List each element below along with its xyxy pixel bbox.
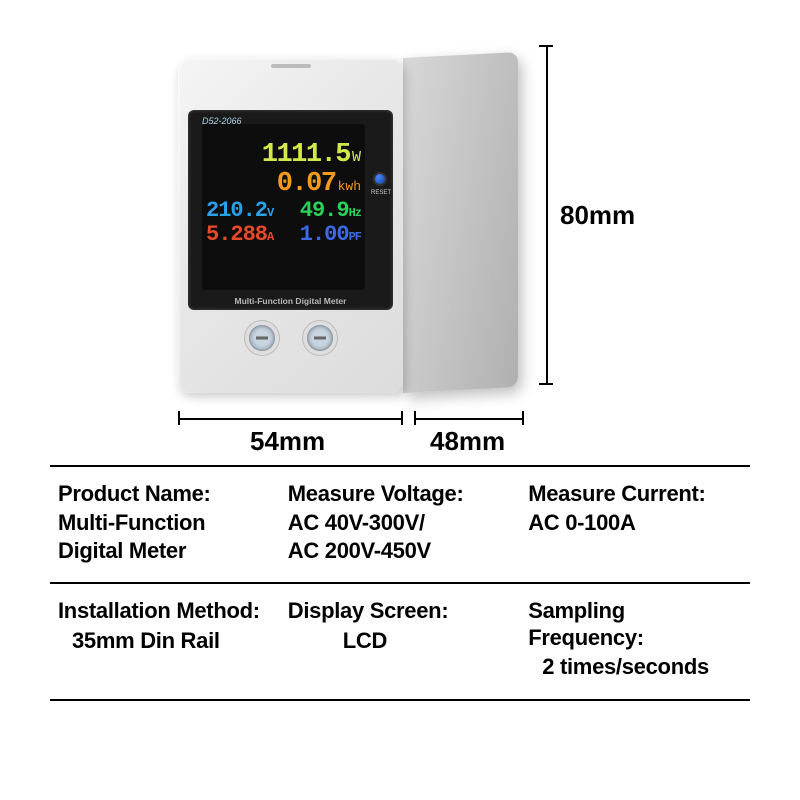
energy-value: 0.07 <box>277 169 336 199</box>
reading-row-4: 5.288A 1.00PF <box>206 224 361 246</box>
reading-power: 1111.5W <box>206 142 361 169</box>
spec-value: Multi-Function Digital Meter <box>58 509 272 564</box>
spec-cell-measure-current: Measure Current: AC 0-100A <box>520 481 750 564</box>
spec-table: Product Name: Multi-Function Digital Met… <box>50 465 750 701</box>
spec-row: Installation Method: 35mm Din Rail Displ… <box>50 582 750 700</box>
terminal-screw <box>249 325 275 351</box>
power-unit: W <box>352 149 361 166</box>
spec-label: Measure Voltage: <box>288 481 512 507</box>
device-side-face <box>403 52 518 393</box>
reading-row-3: 210.2V 49.9Hz <box>206 200 361 222</box>
dim-depth: 48mm <box>430 426 505 457</box>
voltage-value: 210.2 <box>206 198 267 223</box>
spec-label: Product Name: <box>58 481 272 507</box>
reading-energy: 0.07kwh <box>206 171 361 198</box>
spec-value: AC 40V-300V/ AC 200V-450V <box>288 509 512 564</box>
spec-cell-measure-voltage: Measure Voltage: AC 40V-300V/ AC 200V-45… <box>280 481 520 564</box>
dim-tick <box>401 411 403 425</box>
power-value: 1111.5 <box>262 140 350 170</box>
spec-row: Product Name: Multi-Function Digital Met… <box>50 465 750 582</box>
device-body: D52-2066 RESET 1111.5W 0.07kwh 210.2V 49… <box>178 58 403 393</box>
spec-label: Measure Current: <box>528 481 742 507</box>
lcd-screen: 1111.5W 0.07kwh 210.2V 49.9Hz 5.288A 1.0… <box>202 124 365 290</box>
dim-tick <box>539 45 553 47</box>
spec-cell-display: Display Screen: LCD <box>280 598 520 680</box>
spec-cell-sampling: Sampling Frequency: 2 times/seconds <box>520 598 750 680</box>
spec-value: AC 0-100A <box>528 509 742 537</box>
spec-label: Installation Method: <box>58 598 272 624</box>
dim-line-depth <box>414 418 524 420</box>
reset-label: RESET <box>371 190 391 196</box>
pf-unit: PF <box>349 230 361 244</box>
frequency-unit: Hz <box>349 206 361 220</box>
pf-value: 1.00 <box>300 222 349 247</box>
terminal-screw <box>307 325 333 351</box>
spec-label: Sampling Frequency: <box>528 598 742 651</box>
dim-height: 80mm <box>560 200 635 231</box>
mounting-slot <box>271 64 311 68</box>
product-figure: D52-2066 RESET 1111.5W 0.07kwh 210.2V 49… <box>100 30 660 440</box>
dim-tick <box>522 411 524 425</box>
terminal-block <box>178 313 403 363</box>
current-value: 5.288 <box>206 222 267 247</box>
reset-button[interactable] <box>373 172 387 186</box>
reading-frequency: 49.9Hz <box>300 200 361 222</box>
reading-pf: 1.00PF <box>300 224 361 246</box>
spec-value: 2 times/seconds <box>528 653 742 681</box>
dim-tick <box>414 411 416 425</box>
spec-cell-installation: Installation Method: 35mm Din Rail <box>50 598 280 680</box>
current-unit: A <box>267 230 273 244</box>
dim-line-height <box>546 45 548 385</box>
spec-value: 35mm Din Rail <box>58 627 272 655</box>
dim-tick <box>539 383 553 385</box>
spec-cell-product-name: Product Name: Multi-Function Digital Met… <box>50 481 280 564</box>
spec-value: LCD <box>288 627 512 655</box>
frequency-value: 49.9 <box>300 198 349 223</box>
reading-current: 5.288A <box>206 224 273 246</box>
device-title: Multi-Function Digital Meter <box>188 296 393 306</box>
energy-unit: kwh <box>338 179 361 194</box>
screen-bezel: D52-2066 RESET 1111.5W 0.07kwh 210.2V 49… <box>188 110 393 310</box>
reading-voltage: 210.2V <box>206 200 273 222</box>
voltage-unit: V <box>267 206 273 220</box>
spec-label: Display Screen: <box>288 598 512 624</box>
dim-width: 54mm <box>250 426 325 457</box>
dim-line-width <box>178 418 403 420</box>
dim-tick <box>178 411 180 425</box>
